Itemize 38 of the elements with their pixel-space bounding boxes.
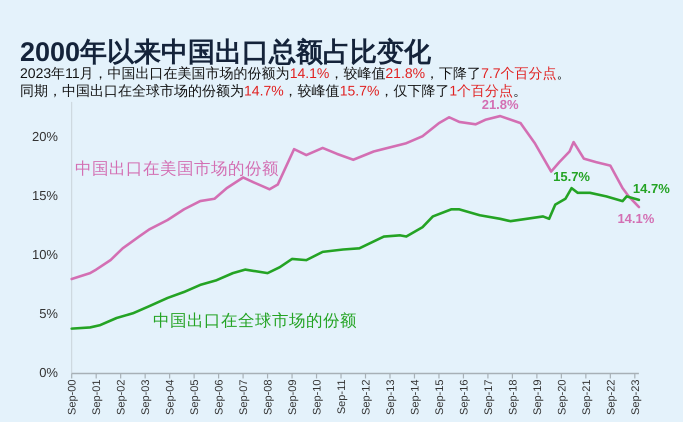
annotation: 14.1%: [617, 211, 654, 226]
series-name: 中国出口在全球市场的份额: [153, 312, 357, 330]
x-tick-label: Sep-12: [360, 380, 372, 415]
x-tick-label: Sep-02: [116, 380, 128, 415]
x-tick-label: Sep-03: [140, 380, 152, 415]
x-tick-label: Sep-16: [458, 380, 470, 415]
x-tick-label: Sep-18: [507, 380, 520, 415]
annotation: 15.7%: [553, 169, 590, 184]
x-tick-label: Sep-22: [605, 380, 618, 415]
annotation: 21.8%: [482, 97, 519, 112]
x-tick-label: Sep-13: [384, 380, 397, 415]
series-name: 中国出口在美国市场的份额: [75, 160, 279, 178]
x-tick-label: Sep-14: [409, 380, 422, 415]
x-tick-label: Sep-04: [164, 380, 177, 415]
y-tick-label: 5%: [39, 306, 58, 321]
annotation: 14.7%: [632, 180, 670, 196]
x-tick-label: Sep-08: [262, 380, 275, 415]
x-tick-label: Sep-01: [91, 380, 104, 415]
x-tick-label: Sep-20: [556, 380, 568, 415]
y-tick-label: 20%: [32, 128, 58, 144]
title: 2000年以来中国出口总额占比变化: [20, 37, 432, 67]
x-tick-label: Sep-09: [287, 380, 300, 415]
x-tick-label: Sep-07: [238, 380, 250, 415]
y-tick-label: 0%: [39, 364, 58, 380]
x-tick-label: Sep-05: [189, 380, 202, 415]
x-tick-label: Sep-17: [482, 380, 495, 415]
x-tick-label: Sep-06: [214, 380, 226, 415]
y-tick-label: 15%: [32, 188, 58, 203]
x-tick-label: Sep-00: [66, 380, 79, 415]
x-tick-label: Sep-15: [434, 380, 446, 415]
x-tick-label: Sep-21: [580, 380, 593, 415]
x-tick-label: Sep-10: [312, 380, 324, 415]
subtitle: 同期，中国出口在全球市场的份额为14.7%，较峰值15.7%，仅下降了1个百分点。: [20, 82, 528, 98]
x-tick-label: Sep-19: [532, 380, 544, 415]
x-tick-label: Sep-23: [630, 380, 642, 415]
subtitle: 2023年11月，中国出口在美国市场的份额为14.1%，较峰值21.8%，下降了7.7个百分点。: [20, 65, 571, 81]
y-tick-label: 10%: [32, 246, 58, 262]
x-tick-label: Sep-11: [336, 380, 348, 414]
